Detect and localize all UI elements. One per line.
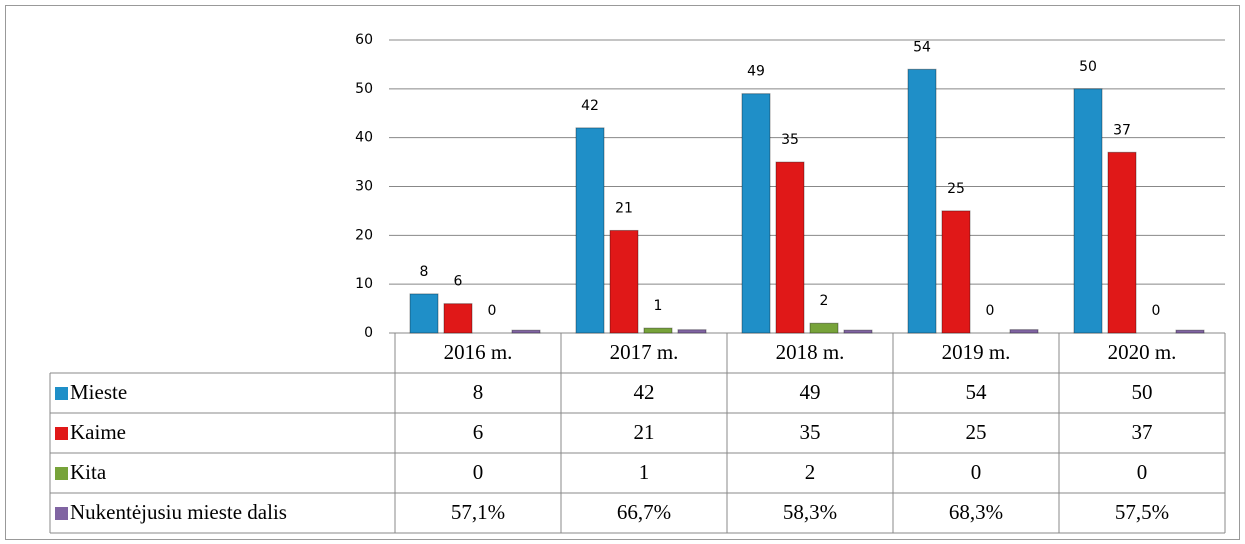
data-label: 21 [615, 200, 633, 216]
data-label: 1 [654, 298, 663, 314]
bar [941, 210, 971, 334]
bar [1175, 329, 1205, 334]
legend-label: Kaime [70, 420, 126, 444]
y-tick-label: 50 [355, 81, 373, 97]
table-cell: 0 [971, 460, 982, 484]
y-tick-label: 0 [364, 325, 373, 341]
table-cell: 0 [1137, 460, 1148, 484]
data-label: 2 [820, 293, 829, 309]
data-label: 0 [1152, 303, 1161, 319]
bar [609, 229, 639, 334]
bar [1107, 151, 1137, 334]
y-tick-label: 60 [355, 32, 373, 48]
table-cell: 57,1% [451, 500, 505, 524]
table-cell: 50 [1132, 380, 1153, 404]
table-cell: 68,3% [949, 500, 1003, 524]
table-cell: 42 [634, 380, 655, 404]
table-cell: 54 [966, 380, 988, 404]
table-cell: 21 [634, 420, 655, 444]
table-cell: 1 [639, 460, 650, 484]
table-cell: 35 [800, 420, 821, 444]
bar [843, 329, 873, 334]
bar [677, 329, 707, 334]
data-label: 42 [581, 98, 599, 114]
x-tick-label: 2018 m. [776, 340, 845, 364]
bar [643, 327, 673, 334]
data-label: 0 [986, 303, 995, 319]
bar [741, 93, 771, 334]
bar [1073, 88, 1103, 334]
table-cell: 57,5% [1115, 500, 1169, 524]
bar [511, 329, 541, 334]
x-tick-label: 2019 m. [942, 340, 1011, 364]
data-label: 25 [947, 181, 965, 197]
legend-key [55, 467, 68, 480]
y-tick-label: 30 [355, 179, 373, 195]
data-label: 54 [913, 39, 931, 55]
table-cell: 6 [473, 420, 484, 444]
bar [443, 303, 473, 334]
data-label: 37 [1113, 122, 1131, 138]
data-label: 49 [747, 64, 765, 80]
y-tick-label: 20 [355, 227, 373, 243]
table-cell: 8 [473, 380, 484, 404]
table-cell: 58,3% [783, 500, 837, 524]
legend-label: Kita [70, 460, 107, 484]
bar [409, 293, 439, 334]
bar [575, 127, 605, 334]
legend-key [55, 507, 68, 520]
x-tick-label: 2017 m. [610, 340, 679, 364]
data-label: 0 [488, 303, 497, 319]
table-cell: 25 [966, 420, 987, 444]
table-cell: 37 [1132, 420, 1153, 444]
table-cell: 66,7% [617, 500, 671, 524]
y-tick-label: 40 [355, 130, 373, 146]
data-label: 6 [454, 274, 463, 290]
legend-label: Nukentėjusiu mieste dalis [70, 500, 287, 524]
data-label: 35 [781, 132, 799, 148]
data-label: 50 [1079, 59, 1097, 75]
x-tick-label: 2016 m. [444, 340, 513, 364]
frame [5, 5, 1240, 540]
bar [775, 161, 805, 334]
y-tick-label: 10 [355, 276, 373, 292]
legend-key [55, 427, 68, 440]
table-cell: 2 [805, 460, 816, 484]
legend-label: Mieste [70, 380, 127, 404]
bar [809, 322, 839, 334]
data-label: 8 [420, 264, 429, 280]
bar [1009, 329, 1039, 334]
table-cell: 49 [800, 380, 821, 404]
x-tick-label: 2020 m. [1108, 340, 1177, 364]
legend-key [55, 387, 68, 400]
table-cell: 0 [473, 460, 484, 484]
bar [907, 68, 937, 334]
